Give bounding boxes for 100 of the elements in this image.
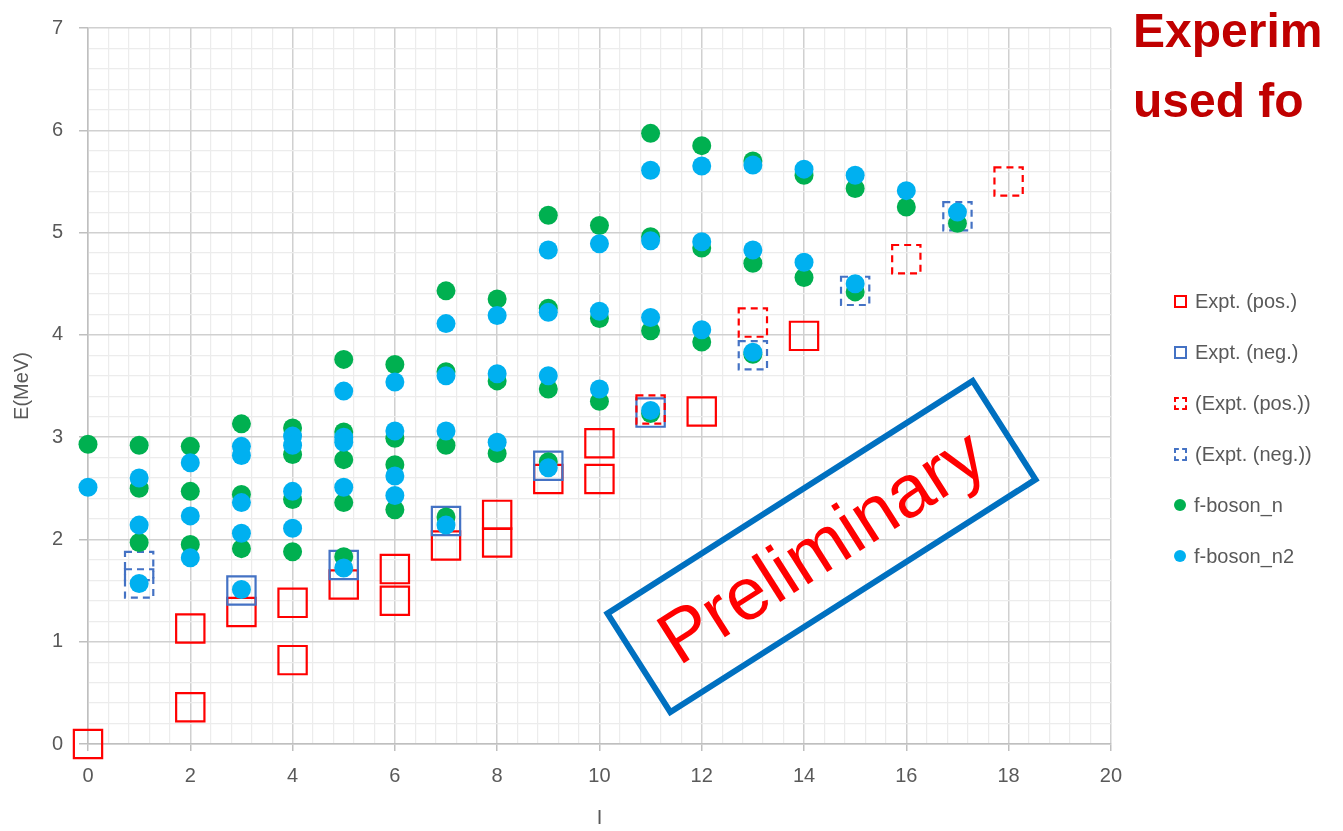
- point: [481, 527, 513, 558]
- point: [487, 364, 507, 384]
- point: [129, 515, 149, 535]
- point: [78, 477, 98, 497]
- point: [487, 289, 507, 309]
- point: [334, 381, 354, 401]
- point: [72, 728, 104, 760]
- text: Experim used fo: [1133, 3, 1324, 129]
- point: [993, 166, 1024, 197]
- point: [226, 575, 257, 606]
- point: [584, 428, 615, 459]
- point: [385, 421, 405, 441]
- point: [839, 275, 871, 307]
- x-tick-label: 18: [997, 763, 1020, 786]
- point: [385, 355, 405, 375]
- point: [283, 542, 303, 562]
- point: [788, 320, 820, 352]
- point: [589, 379, 609, 399]
- y-tick-label: 7: [51, 15, 63, 38]
- legend-label: (Expt. (neg.)): [1195, 442, 1312, 466]
- point: [175, 613, 206, 644]
- y-tick-label: 1: [51, 629, 63, 652]
- point: [231, 523, 251, 543]
- point: [487, 305, 507, 325]
- x-tick-label: 12: [690, 763, 713, 786]
- point: [692, 320, 712, 340]
- point: [231, 414, 251, 434]
- point: [641, 307, 661, 327]
- point: [123, 568, 155, 599]
- point: [430, 530, 462, 561]
- point: [385, 485, 405, 505]
- point: [737, 307, 769, 338]
- point: [180, 548, 200, 568]
- point: [180, 481, 200, 501]
- point: [641, 123, 661, 143]
- y-tick-label: 3: [51, 424, 63, 447]
- point: [686, 396, 717, 427]
- point: [334, 477, 354, 497]
- point: [538, 205, 558, 225]
- point: [589, 301, 609, 321]
- point: [942, 200, 973, 232]
- point: [78, 434, 98, 454]
- point: [743, 240, 763, 260]
- x-tick-label: 14: [792, 763, 816, 786]
- point: [328, 569, 359, 600]
- y-tick-label: 6: [51, 117, 63, 140]
- point: [334, 450, 354, 470]
- legend-label: Expt. (pos.): [1195, 289, 1298, 313]
- point: [180, 453, 200, 473]
- point: [794, 252, 814, 272]
- point: [180, 506, 200, 526]
- point: [487, 432, 507, 452]
- point: [538, 366, 558, 386]
- point: [436, 281, 456, 301]
- point: [589, 215, 609, 235]
- y-tick-label: 0: [51, 731, 63, 754]
- x-tick-label: 4: [287, 763, 299, 786]
- point: [481, 499, 513, 531]
- y-tick-label: 5: [51, 220, 63, 243]
- x-tick-label: 0: [82, 763, 94, 786]
- point: [231, 539, 251, 559]
- point: [175, 691, 206, 723]
- x-tick-label: 16: [895, 763, 918, 786]
- point: [737, 340, 769, 371]
- point: [129, 468, 149, 488]
- point: [584, 463, 615, 495]
- point: [180, 436, 200, 456]
- x-tick-label: 10: [588, 763, 611, 786]
- point: [896, 181, 916, 201]
- point: [794, 159, 814, 179]
- point: [436, 421, 456, 441]
- point: [845, 165, 865, 185]
- x-tick-label: 6: [389, 763, 401, 786]
- point: [231, 493, 251, 513]
- point: [385, 466, 405, 486]
- point: [283, 518, 303, 538]
- point: [277, 644, 308, 676]
- legend-label: Expt. (neg.): [1195, 340, 1299, 364]
- point: [641, 160, 661, 180]
- legend-label: (Expt. (pos.)): [1195, 391, 1311, 415]
- point: [538, 240, 558, 260]
- point: [430, 505, 462, 537]
- point: [896, 197, 916, 217]
- point: [129, 533, 149, 552]
- point: [436, 314, 456, 334]
- point: [129, 435, 149, 455]
- y-axis-title: E(MeV): [9, 352, 32, 420]
- x-axis-title: I: [596, 805, 603, 828]
- point: [379, 585, 411, 617]
- point: [589, 234, 609, 254]
- point: [692, 232, 712, 252]
- x-tick-label: 20: [1099, 763, 1122, 786]
- point: [277, 587, 308, 619]
- point: [533, 450, 564, 482]
- point: [379, 553, 411, 585]
- legend-label: f-boson_n: [1194, 493, 1283, 517]
- point: [692, 136, 712, 156]
- point: [692, 156, 712, 176]
- point: [283, 481, 303, 501]
- x-tick-label: 8: [491, 763, 503, 786]
